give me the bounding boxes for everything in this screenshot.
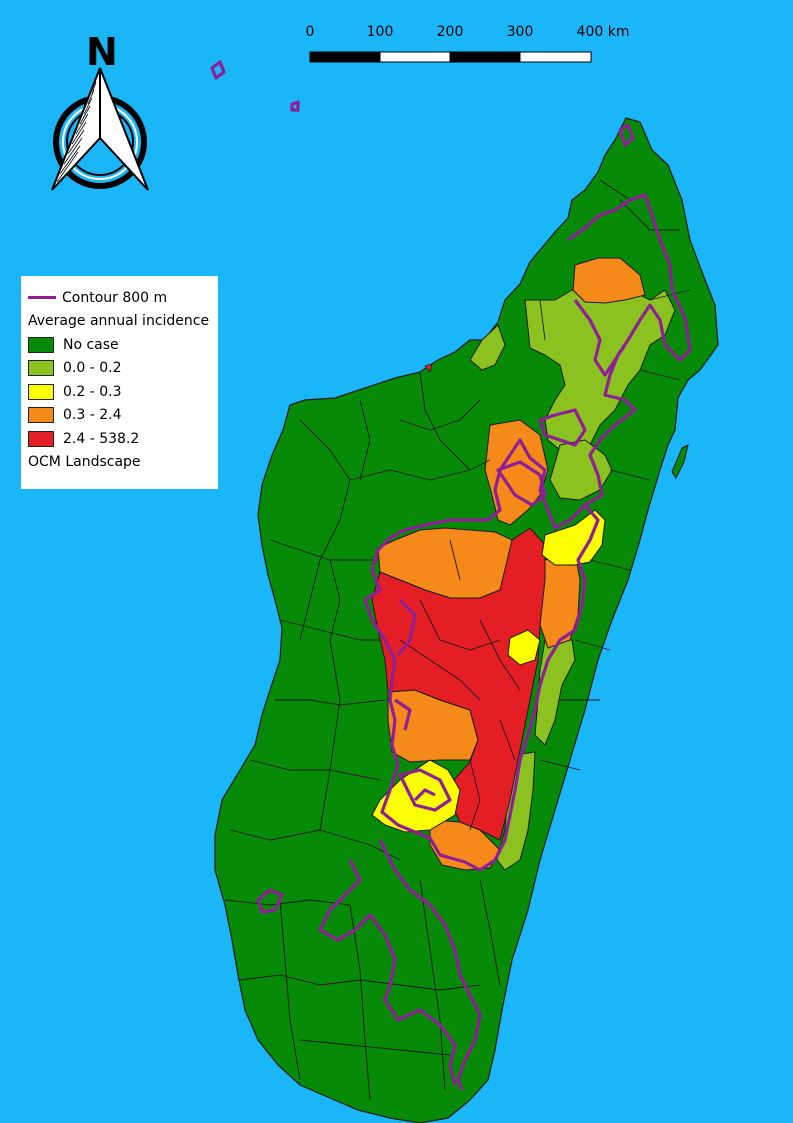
north-arrow-icon [51,67,149,191]
legend-swatch [28,430,54,447]
legend-class-row: 0.2 - 0.3 [28,380,218,404]
district-boundaries [224,179,691,1101]
legend-class-label: 0.2 - 0.3 [63,383,122,400]
legend-swatch [28,336,54,353]
scale-bar [309,51,592,63]
legend-swatch [28,407,54,424]
north-label: N [86,30,118,74]
class-2-4-538-2-regions [371,527,546,841]
legend-title: Average annual incidence [28,313,210,330]
contour-line-swatch [28,296,56,300]
legend-basemap-row: OCM Landscape [28,451,218,475]
scale-bar-labels: 0 100 200 300 400 km [0,24,793,44]
scale-tick-label: 0 [305,24,315,40]
legend-class-label: 0.0 - 0.2 [63,360,122,377]
class-0-3-2-4-regions [377,257,646,871]
legend-class-label: No case [63,336,119,353]
legend-class-row: 0.3 - 2.4 [28,404,218,428]
scale-tick-label: 200 [436,24,464,40]
legend-basemap-label: OCM Landscape [28,454,141,471]
legend-class-row: 2.4 - 538.2 [28,427,218,451]
legend-class-row: 0.0 - 0.2 [28,357,218,381]
legend-class-row: No case [28,333,218,357]
legend-contour-row: Contour 800 m [28,286,218,310]
legend-contour-label: Contour 800 m [62,289,168,306]
legend-swatch [28,383,54,400]
legend-title-row: Average annual incidence [28,310,218,334]
scale-tick-label: 400 km [576,24,630,40]
contour-800m [210,60,692,1091]
legend-class-label: 2.4 - 538.2 [63,430,140,447]
small-island [424,363,433,373]
map-legend: Contour 800 m Average annual incidence N… [21,276,218,489]
scale-tick-label: 100 [366,24,394,40]
scale-tick-label: 300 [506,24,534,40]
offshore-island [671,444,689,479]
legend-class-label: 0.3 - 2.4 [63,407,122,424]
legend-swatch [28,360,54,377]
